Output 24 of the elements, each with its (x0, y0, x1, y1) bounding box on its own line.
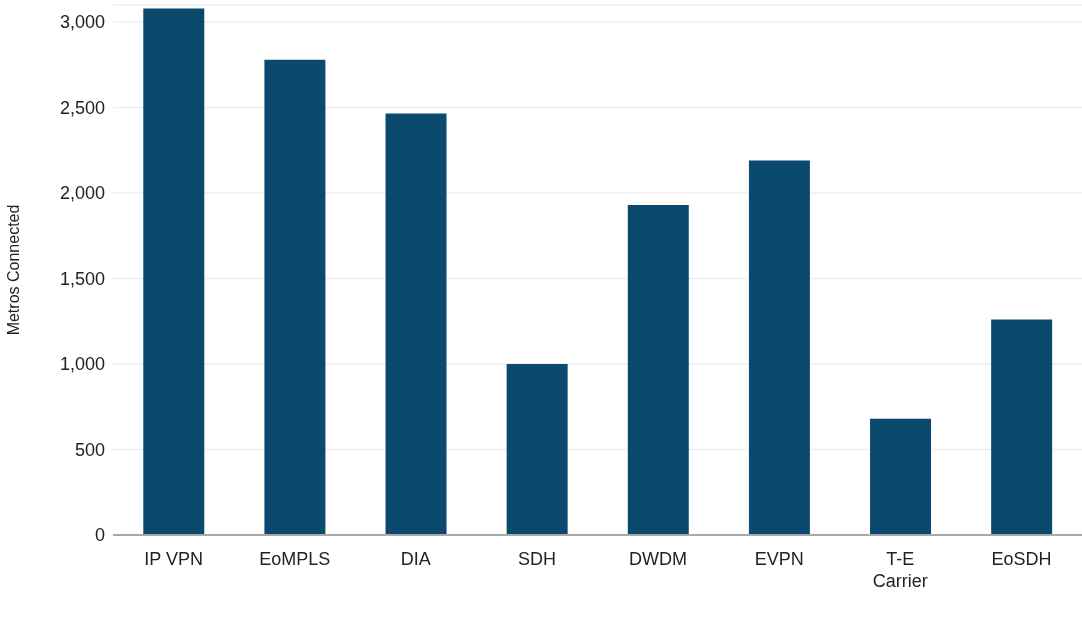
x-tick-label: DIA (400, 549, 431, 569)
x-tick-label: DWDM (629, 549, 688, 569)
bar (748, 160, 810, 535)
bar (506, 364, 568, 535)
bar (385, 113, 447, 535)
x-tick-label: EoMPLS (259, 549, 331, 569)
y-tick-label: 500 (74, 439, 105, 460)
bar (870, 418, 932, 535)
bar (143, 8, 205, 535)
y-tick-label: 0 (94, 525, 105, 546)
x-tick-label: SDH (517, 549, 556, 569)
y-tick-label: 2,500 (59, 97, 105, 118)
y-tick-label: 1,500 (59, 268, 105, 289)
y-tick-label: 3,000 (59, 12, 105, 33)
y-tick-label: 1,000 (59, 354, 105, 375)
x-tick-label: EoSDH (991, 549, 1052, 569)
y-axis-title: Metros Connected (4, 204, 22, 336)
bar (991, 319, 1053, 535)
bar (264, 59, 326, 535)
x-tick-label: IP VPN (144, 549, 203, 569)
x-tick-label: EVPN (754, 549, 804, 569)
x-tick-label: T-E Carrier (872, 549, 928, 591)
y-tick-label: 2,000 (59, 183, 105, 204)
bar (627, 205, 689, 535)
